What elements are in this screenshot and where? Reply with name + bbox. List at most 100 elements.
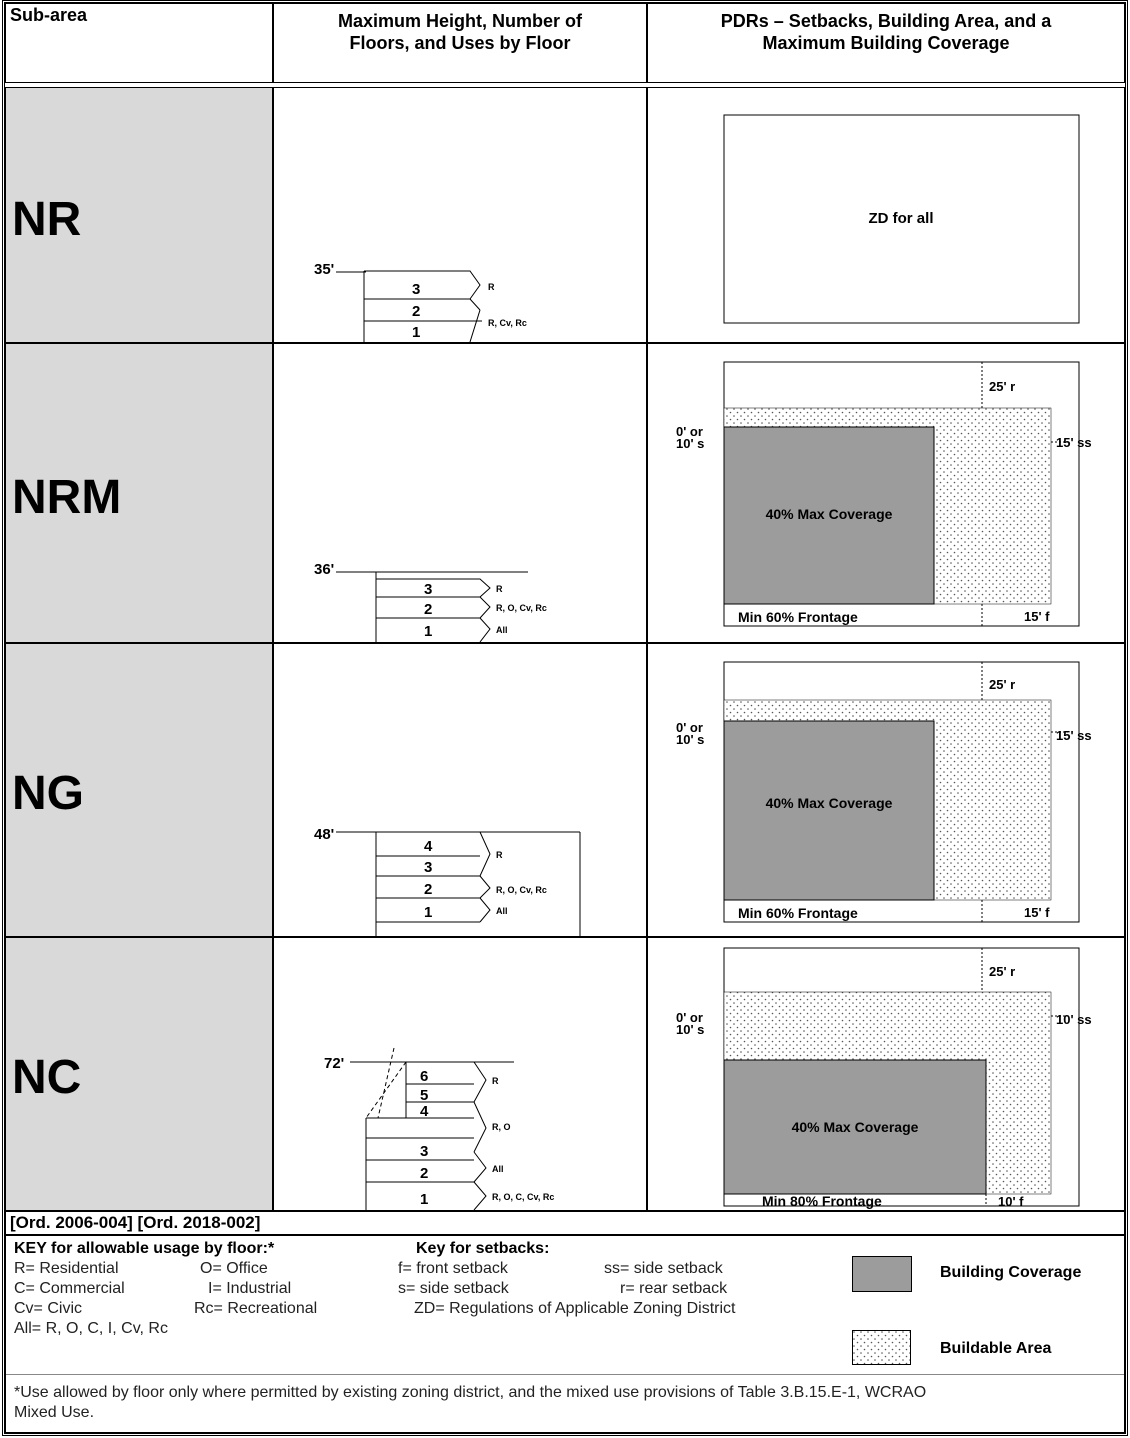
frontage-label: Min 60% Frontage bbox=[738, 905, 858, 921]
front-side-label: 0' or bbox=[676, 1010, 703, 1025]
legend-buildable-label: Buildable Area bbox=[940, 1340, 1052, 1357]
floor-number: 2 bbox=[420, 1165, 428, 1182]
height-label: 35' bbox=[314, 261, 334, 278]
subarea-name: NRM bbox=[12, 471, 122, 524]
side-setback-label: 15' ss bbox=[1056, 435, 1092, 450]
row-nr-height-diagram: 35' 3 2 1 R R, Cv, Rc bbox=[273, 87, 647, 343]
floor-number: 3 bbox=[420, 1143, 428, 1160]
footnote-line2: Mixed Use. bbox=[14, 1404, 95, 1421]
frontage-label: Min 80% Frontage bbox=[762, 1193, 882, 1209]
front-setback-label: 15' f bbox=[1024, 905, 1050, 920]
frontage-label: Min 60% Frontage bbox=[738, 609, 858, 625]
usage-key-item: R= Residential bbox=[14, 1260, 119, 1277]
floor-number: 4 bbox=[420, 1103, 429, 1120]
use-label: All bbox=[496, 625, 508, 635]
front-side-label: 0' or bbox=[676, 424, 703, 439]
legend-buildable-swatch bbox=[852, 1330, 911, 1365]
usage-key-item: I= Industrial bbox=[208, 1280, 292, 1297]
front-setback-label: 15' f bbox=[1024, 609, 1050, 624]
row-nr-subarea: NR bbox=[5, 87, 273, 343]
footnote-line1: *Use allowed by floor only where permitt… bbox=[14, 1384, 927, 1401]
front-side-label-2: 10' s bbox=[676, 732, 704, 747]
key-section: KEY for allowable usage by floor:* R= Re… bbox=[5, 1235, 1125, 1433]
row-nc-pdr: 25' r 0' or 10' s 10' ss 40% Max Coverag… bbox=[647, 937, 1125, 1211]
floor-number: 1 bbox=[420, 1191, 428, 1208]
key-divider bbox=[6, 1374, 1124, 1375]
ordinance-text: [Ord. 2006-004] [Ord. 2018-002] bbox=[10, 1213, 261, 1232]
height-label: 72' bbox=[324, 1055, 344, 1072]
legend-building-swatch bbox=[852, 1256, 912, 1292]
header-height-line2: Floors, and Uses by Floor bbox=[349, 33, 571, 53]
legend-building-label: Building Coverage bbox=[940, 1264, 1082, 1281]
header-height: Maximum Height, Number of Floors, and Us… bbox=[273, 3, 647, 83]
floor-number: 5 bbox=[420, 1087, 428, 1104]
header-height-line1: Maximum Height, Number of bbox=[337, 11, 583, 31]
use-label: R, O, C, Cv, Rc bbox=[492, 1192, 554, 1202]
rear-setback-label: 25' r bbox=[989, 964, 1015, 979]
floor-diagram-nrm: 36' 3 2 1 R R, O, Cv, Rc All bbox=[314, 561, 547, 643]
pdr-diagram-ng: 25' r 0' or 10' s 15' ss 40% Max Coverag… bbox=[676, 661, 1092, 923]
floor-number: 3 bbox=[424, 859, 432, 876]
pdr-diagram-nc: 25' r 0' or 10' s 10' ss 40% Max Coverag… bbox=[676, 947, 1092, 1209]
floor-number: 4 bbox=[424, 838, 433, 855]
row-nrm-pdr: 25' r 0' or 10' s 15' ss 40% Max Coverag… bbox=[647, 343, 1125, 643]
side-setback-label: 15' ss bbox=[1056, 728, 1092, 743]
row-ng-height-diagram: 48' 4 3 2 1 R R, O, Cv, Rc All bbox=[273, 643, 647, 937]
setback-key-item: s= side setback bbox=[398, 1280, 509, 1297]
use-label: R, O, Cv, Rc bbox=[496, 603, 547, 613]
floor-diagram-ng: 48' 4 3 2 1 R R, O, Cv, Rc All bbox=[314, 826, 581, 936]
header-pdr: PDRs – Setbacks, Building Area, and a Ma… bbox=[647, 3, 1125, 83]
row-nc-height-diagram: 72' 6 5 4 3 2 1 R R, O All R, O, C, bbox=[273, 937, 647, 1211]
setback-key-item: f= front setback bbox=[398, 1260, 508, 1277]
pdr-label: ZD for all bbox=[868, 210, 933, 227]
subarea-name: NG bbox=[12, 767, 84, 820]
floor-number: 6 bbox=[420, 1068, 428, 1085]
floor-number: 1 bbox=[424, 623, 432, 640]
front-side-label-2: 10' s bbox=[676, 436, 704, 451]
pdr-diagram-nr: ZD for all bbox=[723, 114, 1080, 324]
setback-key-title: Key for setbacks: bbox=[416, 1240, 550, 1257]
use-label: R bbox=[488, 282, 495, 292]
row-nc-subarea: NC bbox=[5, 937, 273, 1211]
front-side-label: 0' or bbox=[676, 720, 703, 735]
use-label: R, Cv, Rc bbox=[488, 318, 527, 328]
usage-key-title: KEY for allowable usage by floor:* bbox=[14, 1240, 275, 1257]
usage-key-item: Rc= Recreational bbox=[194, 1300, 318, 1317]
subarea-name: NR bbox=[12, 193, 82, 246]
header-subarea-label: Sub-area bbox=[10, 5, 88, 25]
floor-number: 2 bbox=[412, 303, 420, 320]
row-nrm-height-diagram: 36' 3 2 1 R R, O, Cv, Rc All bbox=[273, 343, 647, 643]
floor-number: 1 bbox=[424, 904, 432, 921]
side-setback-label: 10' ss bbox=[1056, 1012, 1092, 1027]
setback-key-item: r= rear setback bbox=[620, 1280, 728, 1297]
ordinance-row: [Ord. 2006-004] [Ord. 2018-002] bbox=[5, 1211, 1125, 1235]
usage-key-all: All= R, O, C, I, Cv, Rc bbox=[14, 1320, 168, 1337]
rear-setback-label: 25' r bbox=[989, 677, 1015, 692]
row-nrm-subarea: NRM bbox=[5, 343, 273, 643]
floor-number: 2 bbox=[424, 881, 432, 898]
pdr-diagram-nrm: 25' r 0' or 10' s 15' ss 40% Max Coverag… bbox=[676, 361, 1092, 627]
front-setback-label: 10' f bbox=[998, 1194, 1024, 1209]
use-label: R, O, Cv, Rc bbox=[496, 885, 547, 895]
use-label: All bbox=[492, 1164, 504, 1174]
setback-key-zd: ZD= Regulations of Applicable Zoning Dis… bbox=[414, 1300, 736, 1317]
floor-diagram-nr: 35' 3 2 1 R R, Cv, Rc bbox=[314, 261, 527, 343]
coverage-label: 40% Max Coverage bbox=[766, 506, 893, 522]
use-label: R, O bbox=[492, 1122, 511, 1132]
use-label: R bbox=[492, 1076, 499, 1086]
use-label: R bbox=[496, 584, 503, 594]
floor-number: 1 bbox=[412, 324, 420, 341]
rear-setback-label: 25' r bbox=[989, 379, 1015, 394]
floor-number: 3 bbox=[412, 281, 420, 298]
header-pdr-line1: PDRs – Setbacks, Building Area, and a bbox=[720, 11, 1052, 31]
coverage-label: 40% Max Coverage bbox=[792, 1119, 919, 1135]
row-ng-pdr: 25' r 0' or 10' s 15' ss 40% Max Coverag… bbox=[647, 643, 1125, 937]
use-label: All bbox=[496, 906, 508, 916]
row-nr-pdr: ZD for all bbox=[647, 87, 1125, 343]
height-label: 36' bbox=[314, 561, 334, 578]
usage-key-item: C= Commercial bbox=[14, 1280, 125, 1297]
row-ng-subarea: NG bbox=[5, 643, 273, 937]
floor-number: 3 bbox=[424, 581, 432, 598]
setback-key-item: ss= side setback bbox=[604, 1260, 723, 1277]
